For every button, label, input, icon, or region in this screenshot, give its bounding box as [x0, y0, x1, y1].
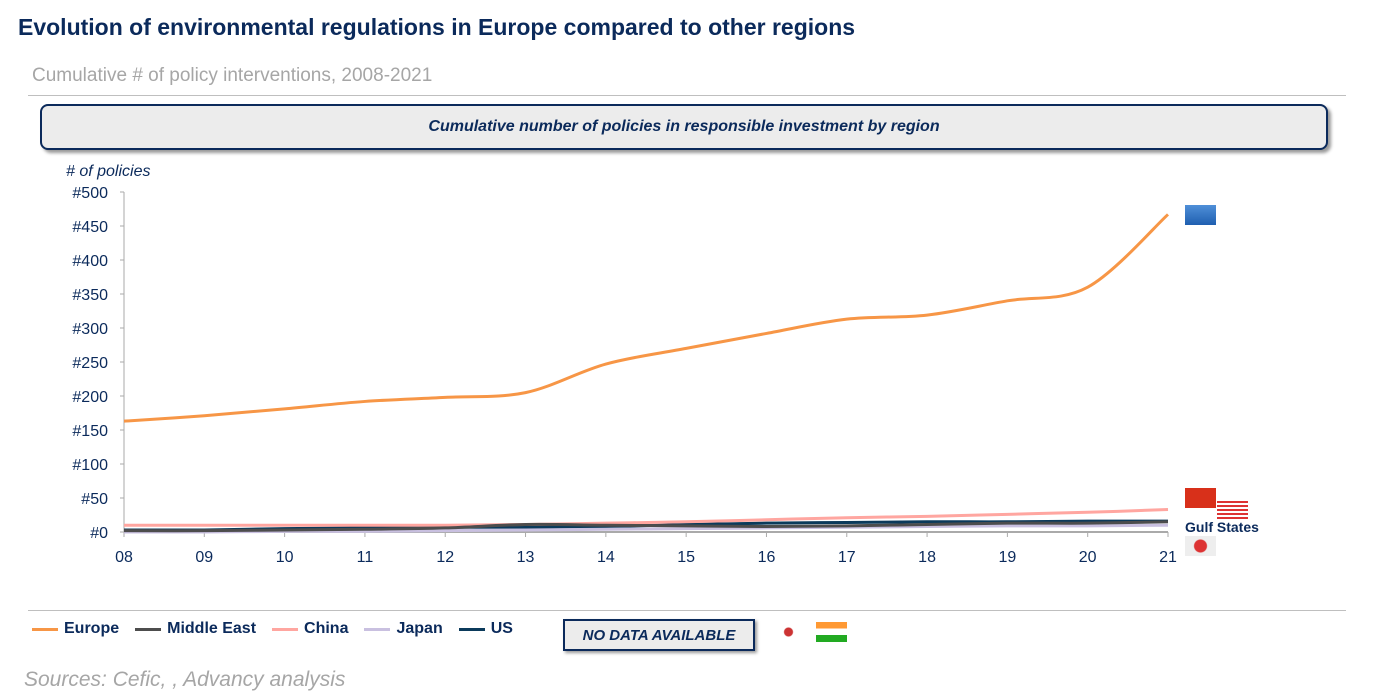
y-tick-label: #400 [72, 253, 108, 270]
x-tick-label: 19 [998, 549, 1016, 566]
y-tick-label: #100 [72, 457, 108, 474]
legend-swatch [32, 627, 58, 631]
legend-swatch [364, 627, 391, 631]
divider [28, 95, 1346, 96]
legend-swatch [272, 627, 299, 631]
x-tick-label: 16 [758, 549, 776, 566]
y-tick-label: #300 [72, 321, 108, 338]
y-tick-label: #450 [72, 219, 108, 236]
gulf-states-label: Gulf States [1185, 519, 1259, 535]
y-tick-label: #500 [72, 185, 108, 202]
legend-item: Europe [32, 620, 119, 638]
page-title: Evolution of environmental regulations i… [18, 14, 856, 40]
china-flag-icon [1185, 488, 1216, 508]
legend-swatch [135, 627, 162, 631]
y-axis-label: # of policies [66, 163, 151, 180]
x-tick-label: 18 [918, 549, 936, 566]
x-tick-label: 12 [436, 549, 454, 566]
source-note: Sources: Cefic, , Advancy analysis [24, 668, 346, 691]
us-flag-icon [1217, 501, 1248, 521]
y-tick-label: #50 [81, 491, 108, 508]
india-flag-icon [816, 622, 847, 642]
series-line-europe [123, 213, 1170, 423]
line-chart: # of policies #0 #50 #100 #150 #200 #250 #300 #3… [66, 163, 1177, 566]
legend-label: Europe [64, 620, 120, 637]
y-tick-label: #250 [72, 355, 108, 372]
legend: Europe Middle East China Japan US [32, 620, 513, 638]
series-line-china [123, 508, 1169, 527]
legend-item: US [458, 620, 513, 638]
x-tick-label: 13 [517, 549, 535, 566]
japan-flag-icon [1185, 536, 1216, 556]
eu-flag-icon [1185, 205, 1216, 225]
legend-label: Japan [396, 620, 443, 637]
legend-label: US [490, 620, 513, 637]
x-tick-label: 14 [597, 549, 615, 566]
x-tick-label: 21 [1159, 549, 1177, 566]
series-line-middle-east [123, 520, 1169, 533]
divider [28, 610, 1346, 611]
chart-title-banner: Cumulative number of policies in respons… [40, 104, 1328, 150]
legend-label: China [304, 620, 349, 637]
x-tick-label: 09 [195, 549, 213, 566]
legend-item: Japan [364, 620, 443, 638]
y-tick-label: #350 [72, 287, 108, 304]
no-data-box: NO DATA AVAILABLE [563, 619, 755, 651]
page-subtitle: Cumulative # of policy interventions, 20… [32, 65, 433, 86]
x-tick-label: 15 [677, 549, 695, 566]
x-tick-label: 17 [838, 549, 856, 566]
korea-flag-icon [773, 622, 804, 642]
x-tick-label: 11 [357, 549, 374, 566]
y-tick-label: #0 [90, 525, 108, 542]
legend-item: China [272, 620, 348, 638]
x-tick-label: 10 [276, 549, 294, 566]
legend-swatch [458, 627, 485, 631]
legend-label: Middle East [167, 620, 257, 637]
y-tick-label: #150 [72, 423, 108, 440]
y-tick-label: #200 [72, 389, 108, 406]
legend-item: Middle East [135, 620, 256, 638]
x-tick-label: 20 [1079, 549, 1097, 566]
x-tick-label: 08 [115, 549, 133, 566]
